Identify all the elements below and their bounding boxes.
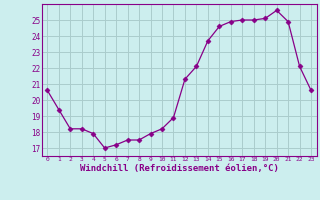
X-axis label: Windchill (Refroidissement éolien,°C): Windchill (Refroidissement éolien,°C) [80,164,279,173]
